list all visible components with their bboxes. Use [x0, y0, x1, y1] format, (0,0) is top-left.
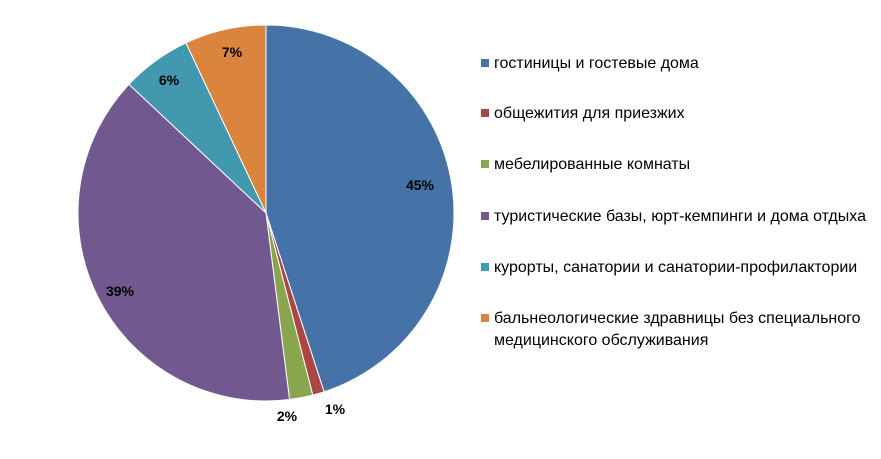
data-label: 39%	[106, 283, 135, 299]
legend-label: общежития для приезжих	[494, 105, 685, 122]
pie-slice	[185, 24, 267, 214]
pie-slice	[77, 83, 291, 402]
legend-label: мебелированные комнаты	[494, 156, 691, 173]
legend-label: бальнеологические здравницы без специаль…	[494, 310, 861, 349]
data-label: 1%	[325, 401, 346, 417]
data-label: 6%	[159, 72, 180, 88]
legend-item: гостиницы и гостевые дома	[481, 53, 879, 75]
legend-label: гостиницы и гостевые дома	[494, 55, 699, 72]
legend-item: общежития для приезжих	[481, 103, 879, 125]
legend-swatch	[481, 109, 489, 117]
legend-label: курорты, санатории и санатории-профилакт…	[494, 259, 858, 276]
legend-swatch	[481, 212, 489, 220]
legend-swatch	[481, 160, 489, 168]
data-label: 7%	[222, 44, 243, 60]
legend-item: мебелированные комнаты	[481, 154, 879, 176]
legend-item: курорты, санатории и санатории-профилакт…	[481, 257, 879, 279]
legend-swatch	[481, 59, 489, 67]
legend-item: бальнеологические здравницы без специаль…	[481, 308, 879, 352]
pie-slice	[265, 24, 455, 393]
data-label: 45%	[406, 177, 435, 193]
legend-label: туристические базы, юрт-кемпинги и дома …	[494, 208, 866, 225]
data-label: 2%	[277, 408, 298, 424]
legend-swatch	[481, 314, 489, 322]
legend-item: туристические базы, юрт-кемпинги и дома …	[481, 206, 879, 228]
legend-swatch	[481, 263, 489, 271]
